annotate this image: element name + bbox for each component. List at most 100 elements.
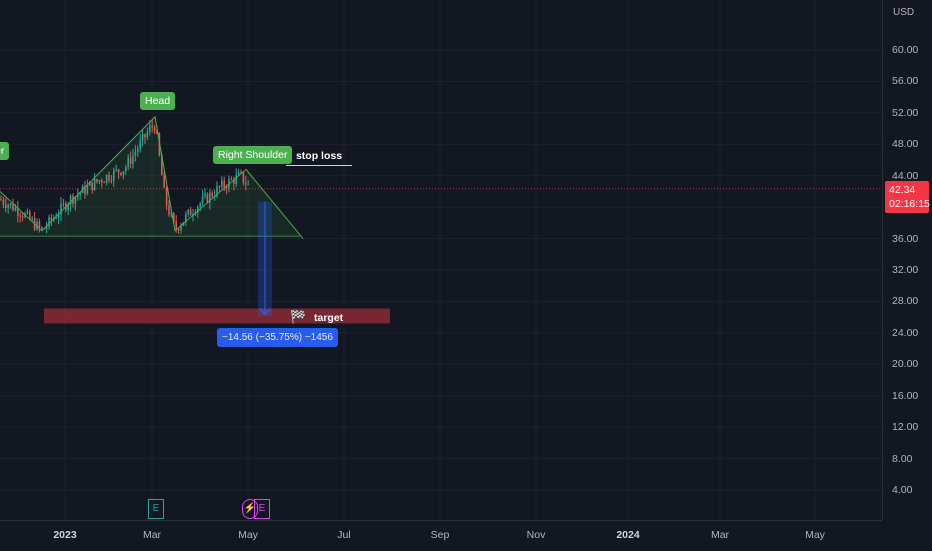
price-tick-label: 36.00 <box>892 232 919 245</box>
price-tick-label: 24.00 <box>892 326 919 339</box>
price-tick-label: 48.00 <box>892 138 919 151</box>
candle-body <box>105 174 108 183</box>
measure-readout[interactable]: −14.56 (−35.75%) −1456 <box>217 328 338 347</box>
chart-zones <box>0 188 882 324</box>
candle-body <box>233 179 235 184</box>
candle-body <box>201 196 204 204</box>
candle-body <box>98 180 101 182</box>
candle-body <box>245 182 247 185</box>
candle-body <box>89 182 91 186</box>
candle-body <box>144 134 146 138</box>
time-tick-label: May <box>805 529 825 541</box>
candle-body <box>170 213 173 215</box>
split-event-icon[interactable]: ⚡ <box>242 499 258 519</box>
candle-body <box>122 171 125 175</box>
candle-body <box>62 203 65 205</box>
candle-body <box>48 217 50 227</box>
candle-body <box>103 182 105 184</box>
bar-countdown: 02:16:15 <box>889 198 930 210</box>
candle-body <box>209 192 211 203</box>
time-tick-label: Jul <box>337 529 351 541</box>
candle-body <box>141 134 144 141</box>
candle-body <box>206 193 209 203</box>
stop-loss-label[interactable]: stop loss <box>286 150 352 166</box>
candle-body <box>237 171 240 175</box>
candle-body <box>197 206 199 213</box>
time-tick-label: Nov <box>526 529 546 541</box>
candle-body <box>129 157 132 164</box>
candle-body <box>153 127 156 131</box>
candles <box>0 119 249 235</box>
candle-body <box>189 209 192 216</box>
candle-body <box>93 179 96 191</box>
current-price-value: 42.34 <box>889 184 916 196</box>
price-tick-label: 60.00 <box>892 44 919 56</box>
time-tick-label: Sep <box>430 529 450 541</box>
candle-body <box>223 180 225 188</box>
right-shoulder-label[interactable]: Right Shoulder <box>213 146 293 164</box>
price-tick-label: 8.00 <box>892 452 913 465</box>
candle-body <box>57 214 60 219</box>
candle-body <box>17 207 19 216</box>
candle-body <box>21 216 24 218</box>
candle-body <box>211 192 213 197</box>
head-label[interactable]: Head <box>140 92 176 110</box>
candle-body <box>96 179 98 182</box>
candle-body <box>79 192 81 195</box>
candle-body <box>137 148 139 153</box>
candle-body <box>187 209 189 215</box>
target-zone <box>44 308 390 324</box>
candle-body <box>175 221 177 229</box>
candle-body <box>77 194 79 197</box>
candle-body <box>199 203 201 207</box>
current-price-badge[interactable]: 42.34 02:16:15 <box>885 181 930 213</box>
time-tick-label: May <box>238 529 258 541</box>
candle-body <box>41 227 43 229</box>
candle-body <box>146 131 149 138</box>
pattern-fill <box>0 116 300 237</box>
candle-body <box>156 130 158 134</box>
candle-body <box>216 186 218 197</box>
price-tick-label: 28.00 <box>892 295 919 308</box>
candle-body <box>60 203 62 215</box>
candle-body <box>177 228 180 231</box>
candle-body <box>74 196 77 204</box>
candle-body <box>149 125 151 132</box>
time-tick-label: 2023 <box>53 529 77 541</box>
left-shoulder-label[interactable]: er <box>0 142 10 160</box>
candle-body <box>120 172 122 175</box>
candle-body <box>151 125 153 128</box>
measure-arrow <box>259 308 271 316</box>
time-tick-label: Mar <box>142 529 162 541</box>
candle-body <box>113 170 115 181</box>
earnings-event-icon-2[interactable]: E <box>254 499 270 519</box>
candle-body <box>180 225 182 231</box>
candle-body <box>127 157 129 168</box>
price-tick-label: 52.00 <box>892 106 919 119</box>
price-axis[interactable] <box>882 0 932 520</box>
candle-body <box>101 180 103 183</box>
candle-body <box>91 182 93 191</box>
time-axis[interactable] <box>0 520 882 551</box>
price-tick-label: 16.00 <box>892 389 919 402</box>
currency-label: USD <box>893 7 915 18</box>
candle-body <box>221 180 223 187</box>
price-tick-label: 4.00 <box>892 484 913 496</box>
candle-body <box>12 203 14 211</box>
candle-body <box>31 218 33 220</box>
earnings-event-icon[interactable]: E <box>148 499 164 519</box>
candle-body <box>69 195 72 205</box>
candle-body <box>7 205 9 209</box>
candle-body <box>163 175 165 188</box>
candle-body <box>26 211 29 214</box>
candle-body <box>2 199 5 205</box>
candle-body <box>84 186 86 194</box>
candle-body <box>247 183 249 185</box>
checkered-flag-icon[interactable]: 🏁 <box>290 309 307 324</box>
pattern-overlay <box>0 115 304 317</box>
target-label[interactable]: target <box>314 312 344 324</box>
candle-body <box>242 172 245 183</box>
price-tick-label: 12.00 <box>892 421 919 434</box>
candle-body <box>134 152 137 156</box>
